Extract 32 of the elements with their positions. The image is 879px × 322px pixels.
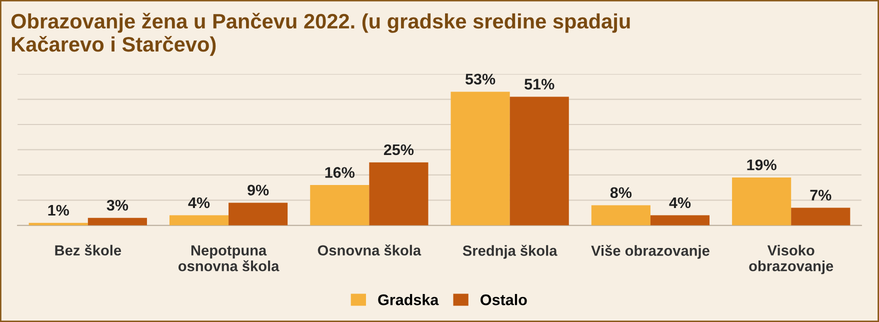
x-tick-label: Osnovna škola <box>318 244 422 256</box>
bar <box>791 208 850 226</box>
bar <box>732 177 792 226</box>
chart-title: Obrazovanje žena u Pančevu 2022. (u gradske sredine spadaju Kačarevo i Starčevo) <box>11 12 630 56</box>
x-tick-label: Nepotpuna osnovna škola <box>178 245 280 272</box>
x-tick-label: Srednja škola <box>462 244 558 259</box>
bar <box>169 215 229 226</box>
bar <box>591 205 650 226</box>
data-label: 25% <box>384 144 414 156</box>
x-tick-label: Visoko obrazovanje <box>749 244 834 274</box>
data-label: 4% <box>669 197 691 208</box>
bar <box>228 202 288 226</box>
data-label: 4% <box>188 197 210 208</box>
data-label: 7% <box>810 190 832 201</box>
x-tick-label: Više obrazovanje <box>591 244 710 259</box>
bar <box>369 162 428 226</box>
data-label: 1% <box>48 204 70 216</box>
legend-label: Gradska <box>378 294 439 306</box>
data-label: 51% <box>524 78 554 90</box>
data-label: 9% <box>248 184 269 196</box>
data-label: 16% <box>325 167 355 178</box>
data-label: 53% <box>465 74 496 85</box>
data-label: 8% <box>610 187 632 198</box>
legend-label: Ostalo <box>480 294 527 306</box>
bar <box>450 92 510 226</box>
x-tick-label: Bez škole <box>55 244 122 256</box>
data-label: 3% <box>106 200 128 211</box>
bar <box>510 96 569 226</box>
data-label: 19% <box>747 159 776 170</box>
bar <box>88 218 147 226</box>
bar <box>650 215 710 226</box>
bar <box>310 185 370 226</box>
